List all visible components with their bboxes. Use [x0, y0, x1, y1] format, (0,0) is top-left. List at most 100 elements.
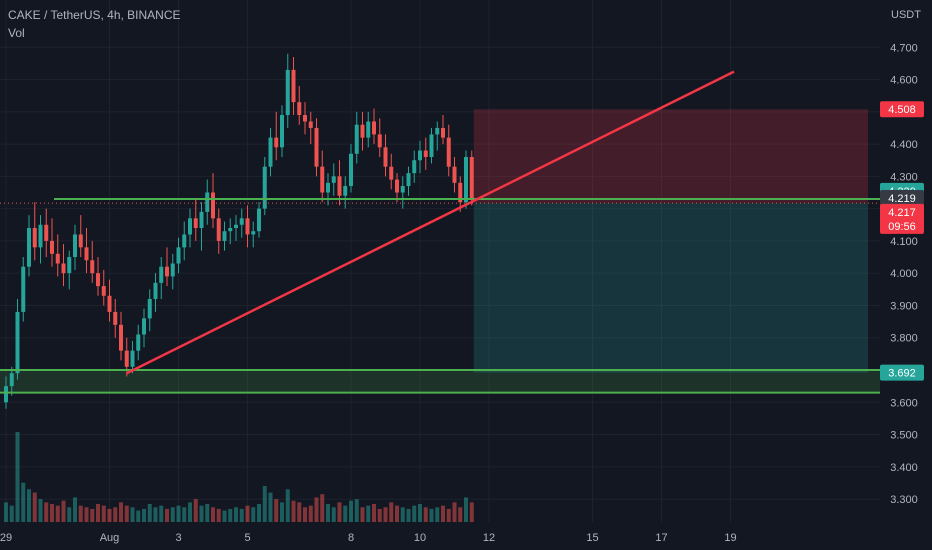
volume-bar: [44, 502, 49, 522]
volume-bar: [170, 507, 175, 522]
volume-bar: [349, 500, 353, 522]
volume-bar: [452, 502, 457, 522]
volume-bar: [21, 482, 26, 522]
volume-bar: [15, 432, 20, 522]
candle-body: [182, 234, 187, 248]
volume-bar: [314, 497, 319, 522]
last-price-badge-countdown: 09:56: [888, 221, 916, 233]
volume-bar: [188, 502, 192, 522]
volume-bar: [429, 508, 434, 522]
candle-body: [349, 153, 353, 187]
candle-body: [142, 318, 146, 335]
time-tick-label: 3: [175, 532, 181, 544]
volume-bar: [165, 508, 169, 522]
volume-bar: [285, 489, 290, 522]
volume-bar: [412, 505, 417, 522]
price-tick-label: 4.400: [890, 139, 918, 151]
volume-bar: [147, 504, 152, 522]
volume-bar: [308, 505, 313, 522]
candle-body: [153, 282, 158, 299]
volume-bar: [245, 505, 250, 522]
stop-loss-zone: [473, 109, 868, 204]
candle-body: [303, 115, 307, 122]
candle-body: [314, 127, 319, 167]
volume-bar: [50, 504, 54, 522]
time-tick-label: 29: [0, 532, 12, 544]
candle-body: [211, 192, 215, 219]
volume-bar: [435, 507, 440, 522]
time-tick-label: 17: [655, 532, 667, 544]
candle-body: [280, 115, 284, 148]
volume-bar: [234, 507, 238, 522]
candle-body: [165, 266, 169, 277]
volume-bar: [262, 486, 267, 522]
candle-body: [73, 234, 77, 258]
overlay-zones: [0, 109, 880, 393]
volume-bar: [199, 505, 204, 522]
volume-bar: [320, 494, 325, 522]
time-tick-label: 8: [348, 532, 354, 544]
volume-bar: [67, 507, 72, 522]
price-tick-label: 4.600: [890, 75, 918, 87]
candle-body: [159, 266, 164, 283]
volume-bar: [27, 489, 31, 522]
trend-line: [126, 70, 735, 375]
price-axis-bg: [880, 0, 932, 550]
price-tick-label: 3.400: [890, 462, 918, 474]
candle-body: [107, 295, 112, 312]
volume-bar: [182, 507, 187, 522]
candle-body: [90, 260, 95, 274]
candle-body: [412, 160, 417, 174]
candle-body: [61, 263, 66, 274]
candle-body: [423, 150, 428, 157]
volume-bar: [153, 507, 158, 522]
time-tick-label: 10: [414, 532, 426, 544]
volume-bar: [130, 507, 135, 522]
candle-body: [84, 247, 89, 261]
volume-bar: [280, 502, 284, 522]
volume-bar: [55, 505, 60, 522]
volume-bar: [222, 510, 227, 522]
volume-bar: [176, 505, 181, 522]
candle-body: [366, 121, 371, 138]
candle-body: [96, 273, 100, 287]
last-price-badge: 4.217: [888, 207, 916, 219]
volume-bar: [84, 507, 89, 522]
volume-bar: [73, 497, 77, 522]
volume-bar: [464, 497, 468, 522]
volume-bar: [4, 502, 8, 522]
volume-bar: [418, 504, 422, 522]
volume-bar: [366, 505, 371, 522]
candles: [4, 53, 474, 409]
volume-bar: [136, 510, 141, 522]
candle-body: [205, 192, 210, 212]
candle-body: [4, 386, 8, 403]
time-tick-label: 12: [483, 532, 495, 544]
volume-bar: [251, 507, 256, 522]
candle-body: [395, 179, 399, 193]
volume-bar: [78, 505, 83, 522]
price-tick-label: 3.800: [890, 333, 918, 345]
volume-bar: [211, 507, 215, 522]
candle-body: [360, 124, 365, 138]
candle-body: [222, 231, 227, 241]
candle-body: [418, 150, 422, 161]
price-axis: USDT4.7004.6004.5004.4004.3004.2004.1004…: [880, 0, 932, 550]
volume-bar: [142, 508, 146, 522]
volume-indicator-label: Vol: [8, 26, 25, 40]
stop-price-badge: 4.508: [888, 104, 916, 116]
volume-bar: [239, 508, 244, 522]
volume-bar: [446, 508, 451, 522]
volume-bars: [4, 432, 474, 522]
volume-bar: [90, 508, 95, 522]
price-tick-label: 3.600: [890, 397, 918, 409]
candle-body: [119, 324, 123, 351]
candle-body: [257, 208, 261, 232]
volume-bar: [228, 508, 233, 522]
candle-body: [124, 350, 129, 367]
volume-bar: [395, 505, 399, 522]
candle-body: [464, 157, 468, 203]
